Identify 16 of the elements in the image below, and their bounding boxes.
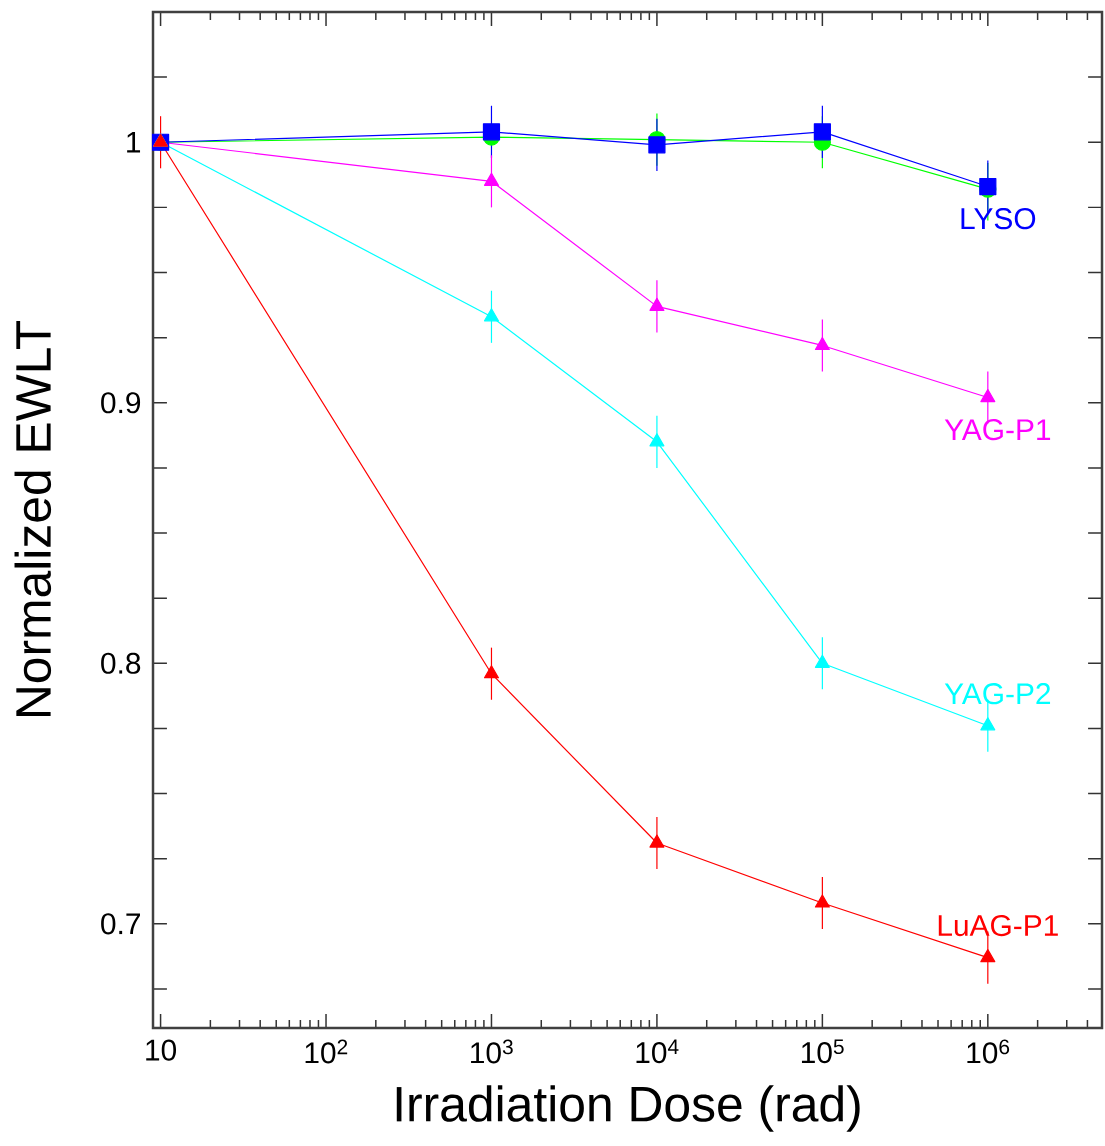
x-tick-label: 10$^{3}$ <box>471 1039 513 1064</box>
x-tick-label: 10$^{4}$ <box>636 1039 679 1064</box>
y-axis-title: Normalized EWLT <box>14 320 52 717</box>
y-tick-label: 0.7 <box>101 913 140 935</box>
y-tick-label: 0.8 <box>101 652 141 674</box>
series-label: YAG-P1 <box>944 419 1051 441</box>
x-tick-label: 10$^{6}$ <box>967 1039 1010 1064</box>
y-tick-label: 0.9 <box>101 392 141 414</box>
series-label: LuAG-P1 <box>938 914 1058 937</box>
x-tick-label: 10$^{2}$ <box>305 1039 348 1064</box>
x-tick-label: 10$^{5}$ <box>801 1039 844 1064</box>
series-label: LYSO <box>961 208 1036 230</box>
x-tick-label: 10 <box>146 1039 177 1061</box>
series-label: YAG-P2 <box>944 683 1051 705</box>
y-tick-label: 1 <box>127 131 141 153</box>
x-axis-title: Irradiation Dose (rad) <box>396 1085 860 1132</box>
